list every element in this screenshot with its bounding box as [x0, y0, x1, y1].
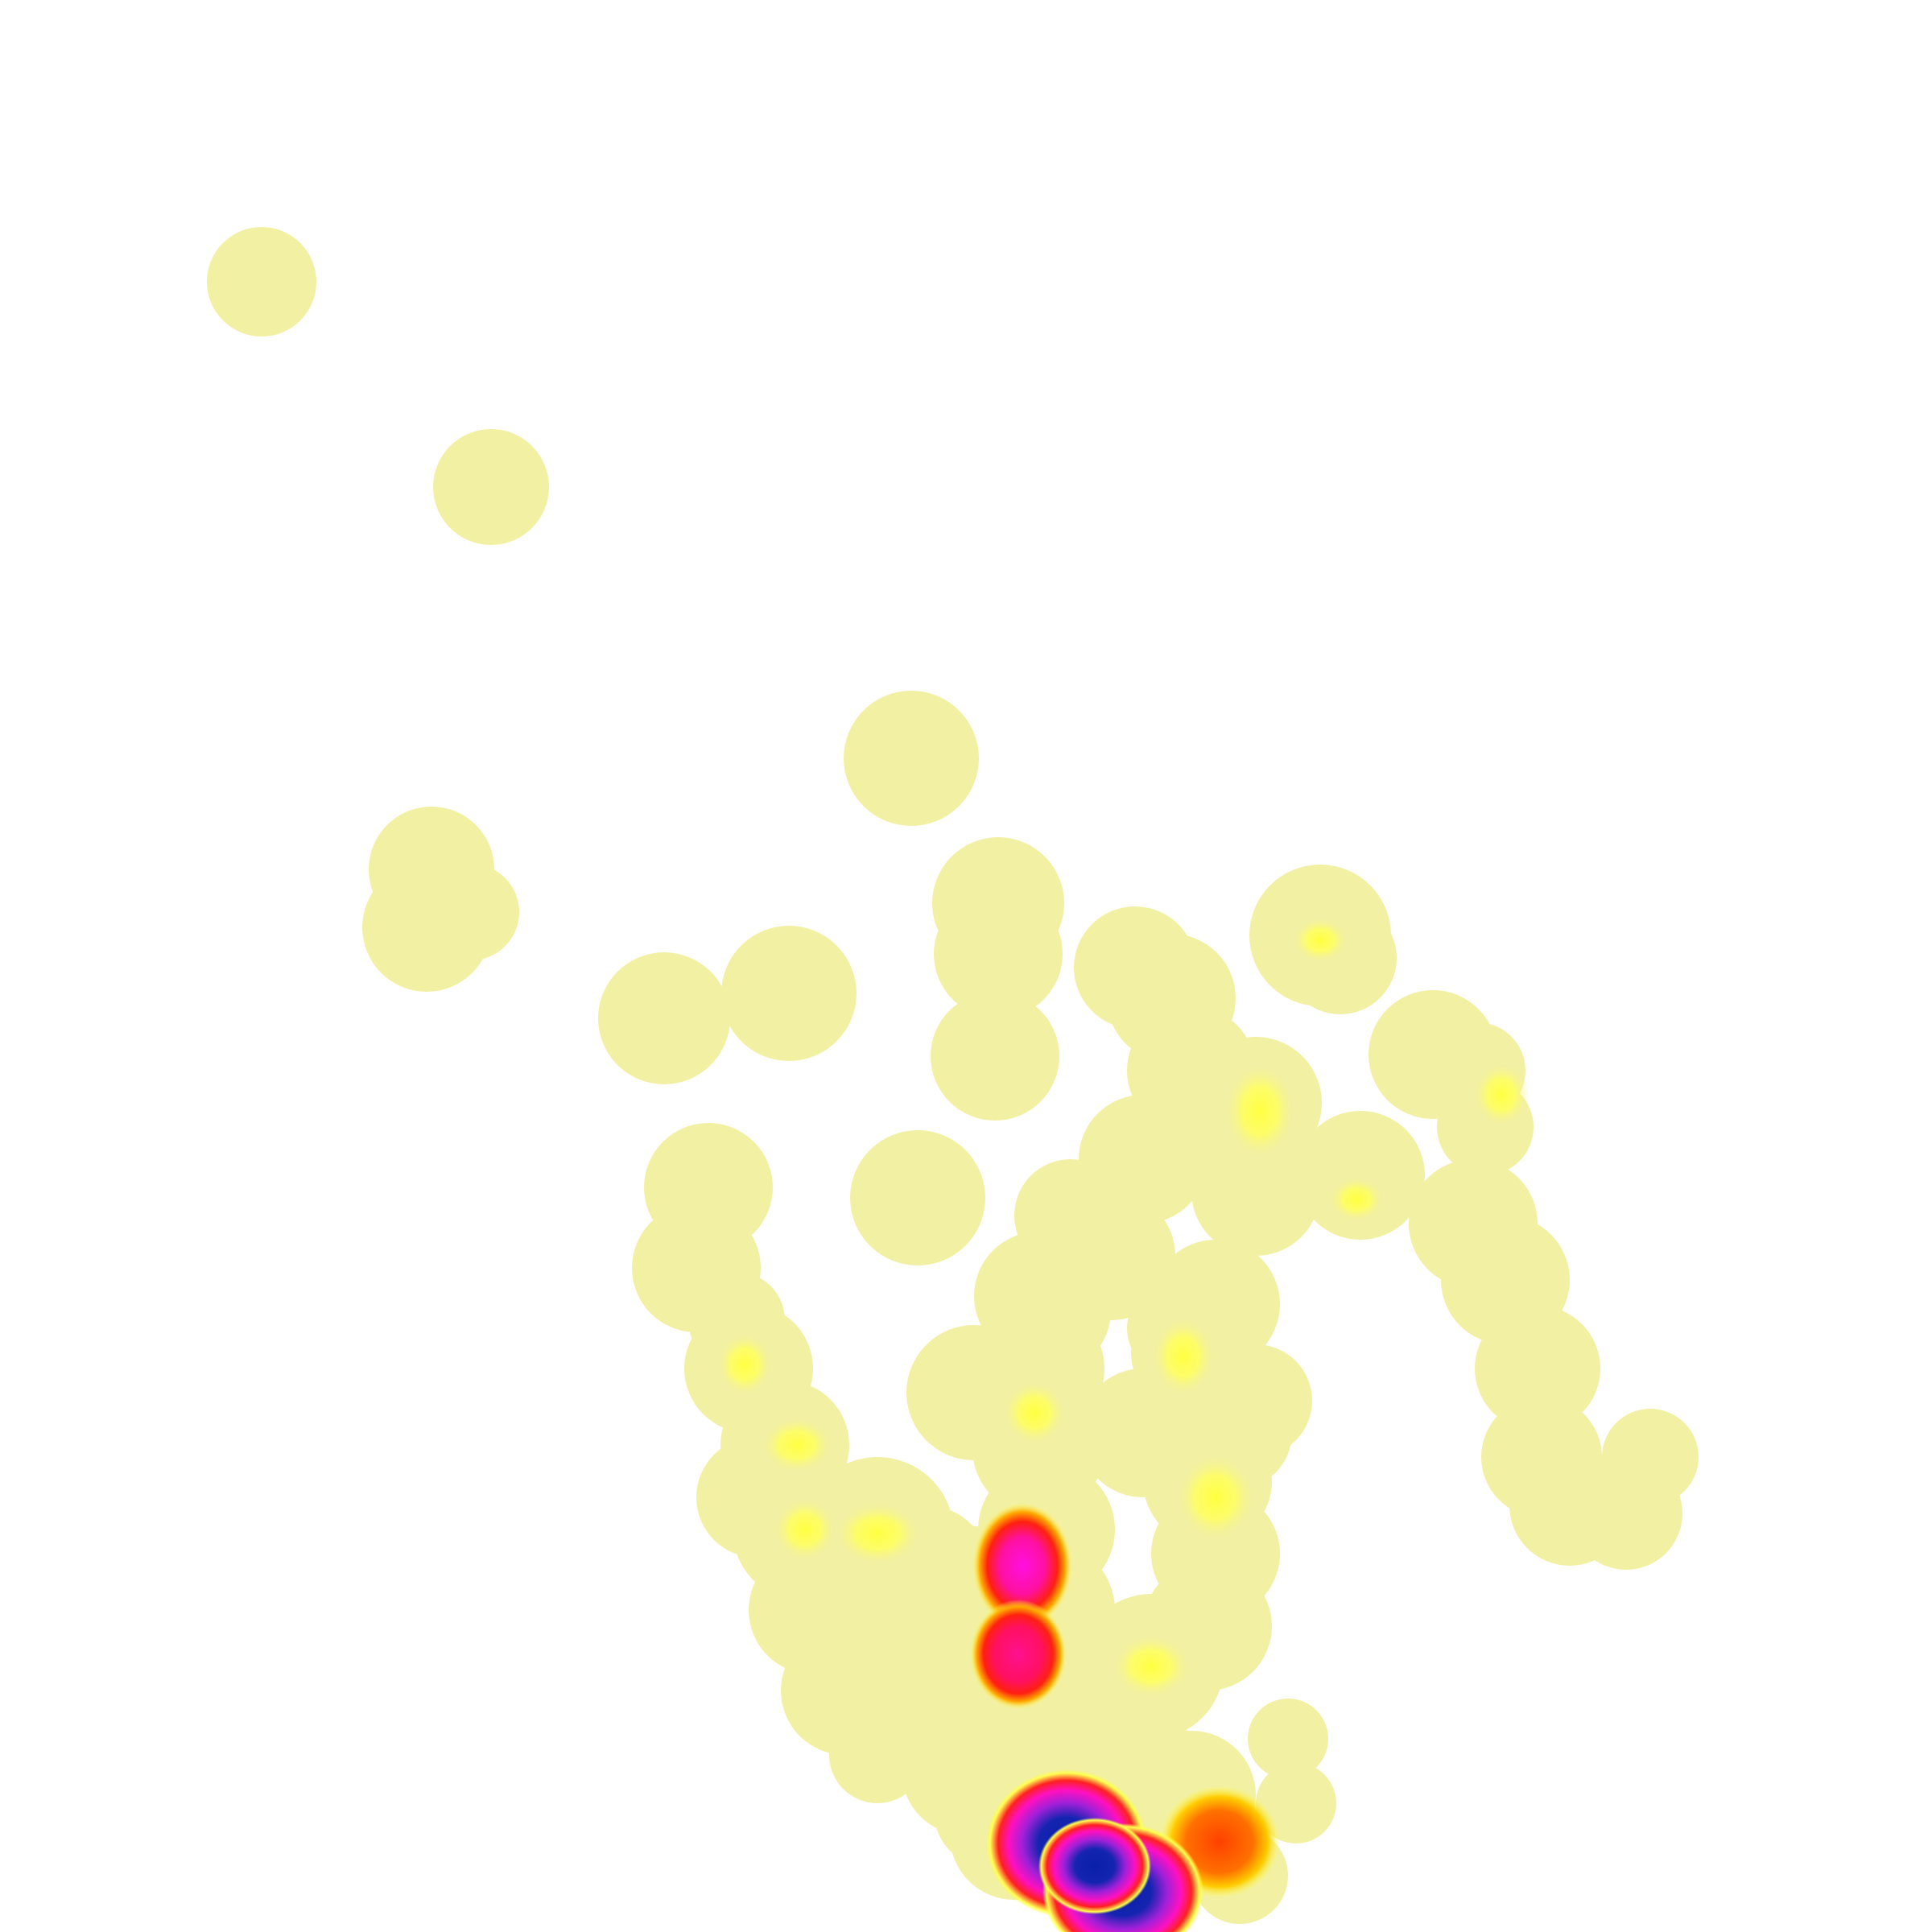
base-region-blob	[721, 926, 857, 1061]
hotspot-blue-bridge	[1038, 1818, 1151, 1914]
low-intensity-spots	[716, 918, 1530, 1699]
base-region-blob	[207, 227, 316, 336]
density-spot	[833, 1501, 922, 1566]
base-region-blob	[598, 952, 730, 1084]
density-spot	[1473, 1063, 1530, 1127]
hotspot-magenta	[972, 1503, 1072, 1629]
density-spot	[1111, 1634, 1191, 1699]
density-spot	[761, 1417, 833, 1473]
base-region-blob	[829, 1707, 926, 1803]
density-spot	[773, 1497, 837, 1562]
density-spot	[1151, 1316, 1216, 1397]
base-region-blob	[844, 691, 979, 826]
density-spot	[1292, 918, 1348, 963]
base-region-blob	[931, 992, 1059, 1121]
base-region-blob	[1602, 1409, 1699, 1505]
hotspot-layer	[970, 1503, 1280, 1932]
base-region-blob	[850, 1130, 985, 1265]
base-density-region	[207, 227, 1699, 1932]
base-region-blob	[433, 429, 549, 545]
density-spot	[1175, 1453, 1256, 1542]
base-region-blob	[1135, 1071, 1248, 1183]
density-spot	[1224, 1063, 1296, 1159]
base-region-blob	[1475, 1306, 1600, 1431]
base-region-blob	[1248, 1699, 1328, 1779]
density-spot	[1328, 1177, 1385, 1222]
density-spot	[716, 1332, 773, 1397]
base-region-blob	[423, 864, 519, 960]
base-region-blob	[934, 890, 1063, 1018]
density-spot	[1002, 1381, 1067, 1445]
base-region-blob	[1296, 1111, 1425, 1240]
base-region-blob	[1284, 902, 1397, 1014]
hotspot-pink	[970, 1600, 1067, 1709]
